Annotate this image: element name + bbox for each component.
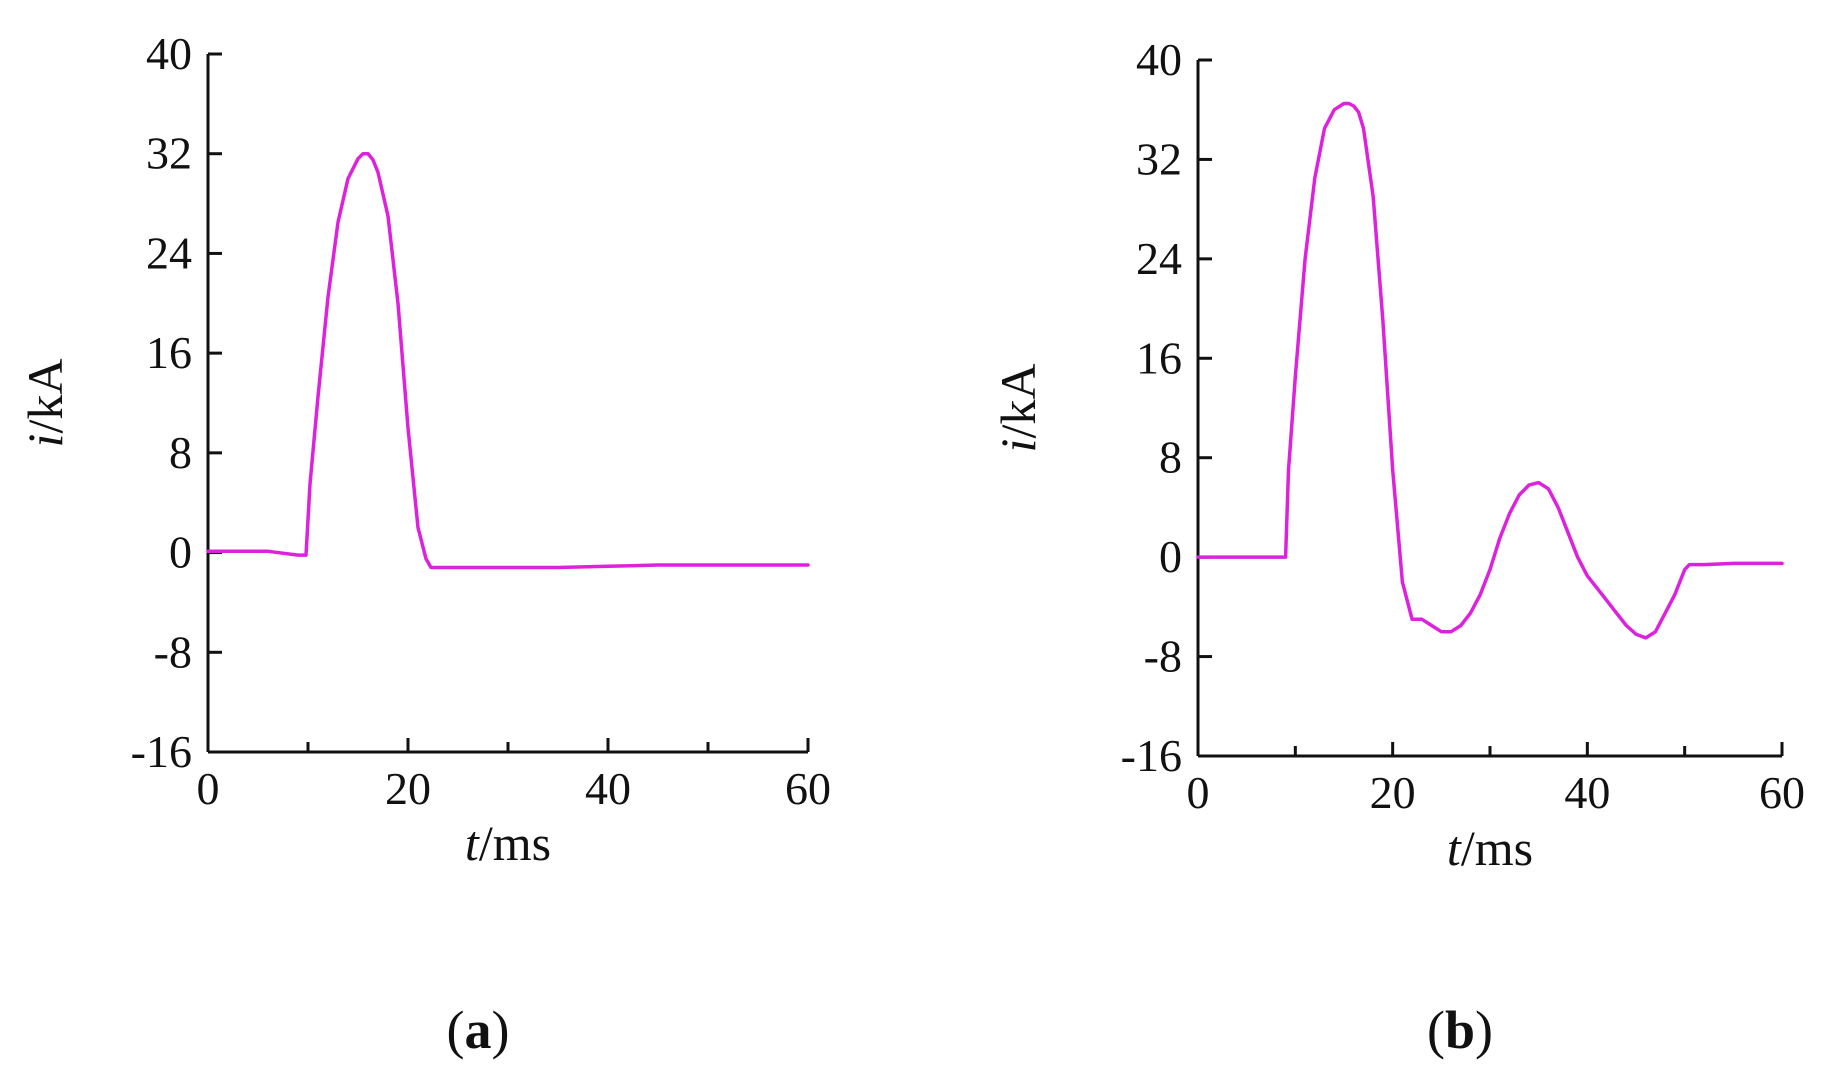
panel-b-x-tick-label: 20 [1370, 767, 1416, 818]
panel-a-y-axis-label: i/kA [17, 359, 73, 448]
panel-a-x-tick-label: 20 [385, 763, 431, 814]
panel-a-y-tick-label: 16 [146, 327, 192, 378]
panel-b-x-tick-label: 40 [1564, 767, 1610, 818]
panel-b-y-tick-label: 32 [1136, 133, 1182, 184]
panel-b-series-line [1196, 101, 1784, 640]
panel-a-y-tick-label: 32 [146, 128, 192, 179]
panel-b-label: (b) [1427, 1000, 1493, 1060]
panel-a-y-tick-label: -16 [131, 726, 192, 777]
panel-b-y-tick-label: -16 [1121, 730, 1182, 781]
panel-b-y-tick-label: -8 [1144, 631, 1182, 682]
panel-a-x-axis-label: t/ms [465, 815, 551, 871]
panel-b-y-axis-label: i/kA [990, 364, 1046, 453]
panel-a-y-tick-label: 24 [146, 227, 192, 278]
panel-b-x-tick-label: 60 [1759, 767, 1805, 818]
panel-a-x-tick-label: 60 [785, 763, 831, 814]
panel-a-y-tick-label: 40 [146, 28, 192, 79]
panel-b-y-tick-label: 16 [1136, 332, 1182, 383]
panel-a-x-tick-label: 40 [585, 763, 631, 814]
panel-b-x-tick-label: 0 [1187, 767, 1210, 818]
panel-a-x-tick-label: 0 [197, 763, 220, 814]
panel-a-y-tick-label: 0 [169, 527, 192, 578]
panel-a-y-tick-label: 8 [169, 427, 192, 478]
panel-b-y-tick-label: 24 [1136, 233, 1182, 284]
panel-a-series-line [206, 151, 810, 570]
panel-a-y-tick-label: -8 [154, 626, 192, 677]
panel-b-y-tick-label: 40 [1136, 34, 1182, 85]
panel-a-label: (a) [447, 1000, 510, 1060]
panel-b-y-tick-label: 0 [1159, 531, 1182, 582]
panel-b-y-tick-label: 8 [1159, 432, 1182, 483]
panel-b-x-axis-label: t/ms [1447, 820, 1533, 876]
